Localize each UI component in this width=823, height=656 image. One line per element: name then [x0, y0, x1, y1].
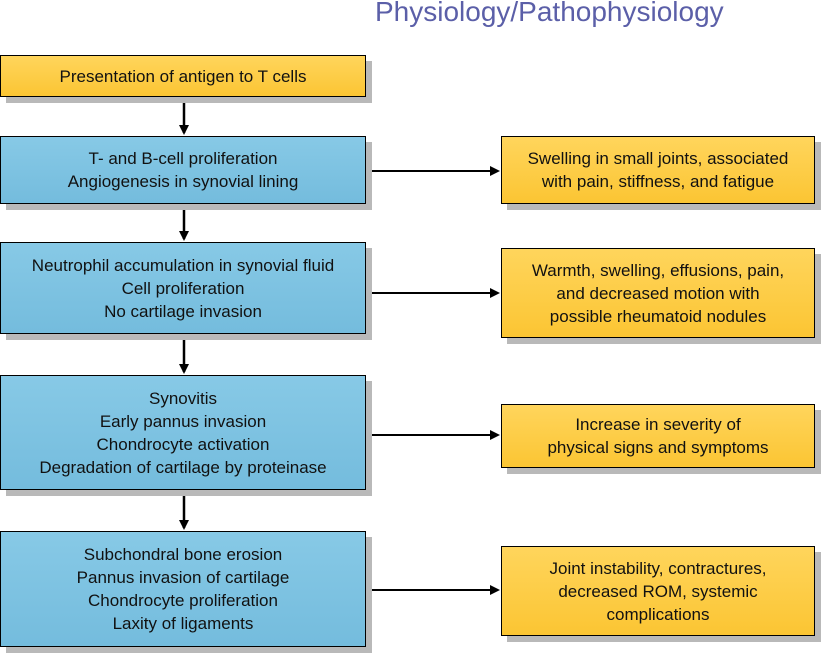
outcome-2-line-1: Warmth, swelling, effusions, pain, [531, 260, 785, 280]
stage-4-line-4: Degradation of cartilage by proteinase [39, 457, 327, 477]
stage-4-line-3: Chondrocyte activation [96, 434, 270, 454]
stage-5-line-2: Pannus invasion of cartilage [76, 568, 290, 587]
outcome-box-1: Swelling in small joints, associated wit… [501, 136, 815, 204]
stage-box-2: T- and B-cell proliferation Angiogenesis… [0, 136, 366, 204]
stage-box-5: Subchondral bone erosion Pannus invasion… [0, 531, 366, 647]
stage-1-line-1: Presentation of antigen to T cells [59, 66, 307, 86]
outcome-4-line-3: complications [606, 604, 710, 624]
outcome-box-2: Warmth, swelling, effusions, pain, and d… [501, 248, 815, 338]
stage-3-line-3: No cartilage invasion [104, 301, 262, 321]
outcome-3-line-1: Increase in severity of [575, 415, 741, 434]
stage-4-line-1: Synovitis [148, 388, 218, 408]
outcome-2-line-3: possible rheumatoid nodules [549, 306, 767, 326]
stage-box-3: Neutrophil accumulation in synovial flui… [0, 242, 366, 334]
outcome-4-line-1: Joint instability, contractures, [549, 558, 767, 578]
stage-2-line-2: Angiogenesis in synovial lining [67, 172, 299, 191]
outcome-4-line-2: decreased ROM, systemic [558, 581, 758, 601]
outcome-3-line-2: physical signs and symptoms [547, 438, 769, 457]
stage-5-line-3: Chondrocyte proliferation [88, 591, 278, 610]
stage-box-4: Synovitis Early pannus invasion Chondroc… [0, 375, 366, 490]
stage-5-line-1: Subchondral bone erosion [83, 545, 283, 564]
outcome-box-4: Joint instability, contractures, decreas… [501, 546, 815, 636]
stage-5-line-4: Laxity of ligaments [112, 614, 254, 633]
outcome-2-line-2: and decreased motion with [556, 283, 760, 303]
outcome-1-line-1: Swelling in small joints, associated [527, 149, 789, 168]
stage-3-line-1: Neutrophil accumulation in synovial flui… [31, 255, 335, 275]
stage-2-line-1: T- and B-cell proliferation [88, 149, 278, 168]
stage-3-line-2: Cell proliferation [121, 278, 245, 298]
stage-box-1: Presentation of antigen to T cells [0, 55, 366, 97]
outcome-1-line-2: with pain, stiffness, and fatigue [541, 172, 775, 191]
stage-4-line-2: Early pannus invasion [99, 411, 267, 431]
outcome-box-3: Increase in severity of physical signs a… [501, 404, 815, 468]
page-title: Physiology/Pathophysiology [375, 0, 724, 27]
